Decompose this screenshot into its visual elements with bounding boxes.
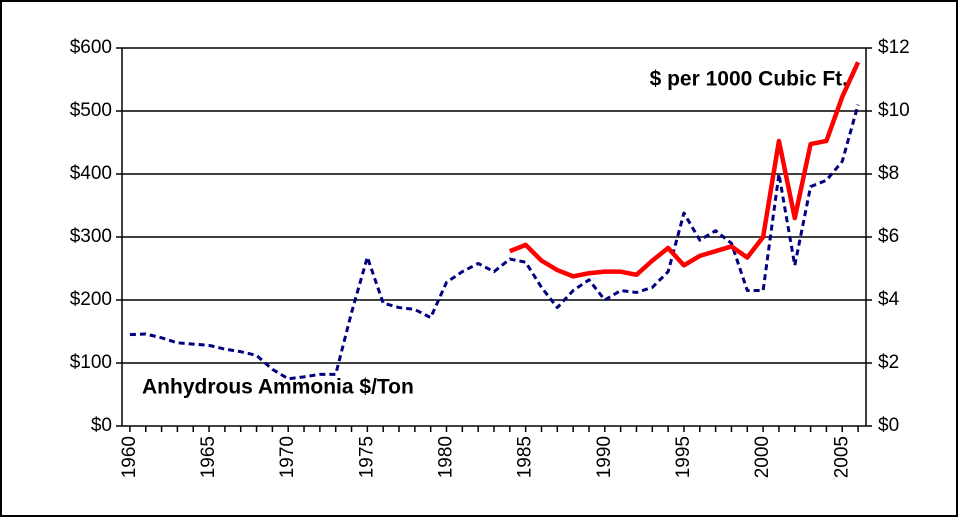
y2-tick-label: $6 — [878, 226, 899, 247]
x-tick-label: 2000 — [752, 436, 773, 478]
y2-tick-label: $8 — [878, 163, 899, 184]
annotation: Anhydrous Ammonia $/Ton — [142, 376, 414, 399]
x-tick-label: 1975 — [356, 436, 377, 478]
y2-tick-label: $12 — [878, 37, 910, 58]
x-tick-label: 1990 — [594, 436, 615, 478]
y-tick-label: $300 — [70, 226, 112, 247]
x-tick-label: 1965 — [198, 436, 219, 478]
y2-tick-label: $4 — [878, 289, 900, 310]
y2-tick-label: $10 — [878, 100, 910, 121]
y-tick-label: $0 — [91, 415, 112, 436]
y-tick-label: $500 — [70, 100, 112, 121]
y2-tick-label: $0 — [878, 415, 899, 436]
y-tick-label: $600 — [70, 37, 112, 58]
x-tick-label: 2005 — [831, 436, 852, 478]
y-tick-label: $100 — [70, 352, 112, 373]
x-tick-label: 1960 — [119, 436, 140, 478]
annotation: $ per 1000 Cubic Ft. — [650, 68, 848, 91]
y2-tick-label: $2 — [878, 352, 899, 373]
x-tick-label: 1995 — [673, 436, 694, 478]
series-line — [508, 61, 861, 279]
x-tick-label: 1985 — [515, 436, 536, 478]
y-tick-label: $200 — [70, 289, 112, 310]
y-tick-label: $400 — [70, 163, 112, 184]
series-line — [129, 104, 860, 381]
x-tick-label: 1980 — [436, 436, 457, 478]
x-tick-label: 1970 — [277, 436, 298, 478]
